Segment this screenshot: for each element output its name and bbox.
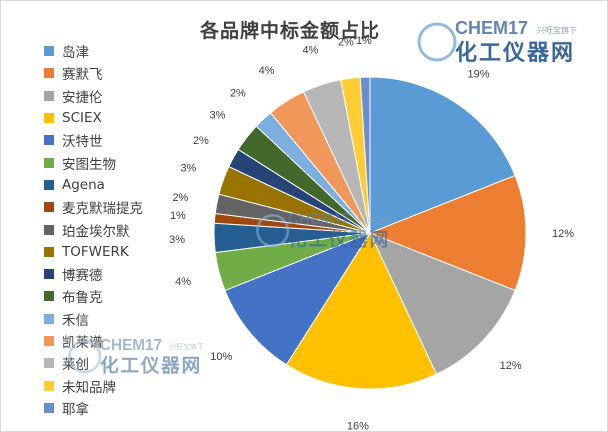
data-label: 4% <box>302 44 318 56</box>
pie-slice <box>285 231 438 390</box>
data-label: 16% <box>347 421 369 432</box>
legend-swatch <box>44 269 54 280</box>
data-label: 3% <box>169 234 185 246</box>
data-label: 12% <box>500 360 522 372</box>
legend-swatch <box>44 90 54 101</box>
watermark-tagline: 兴旺宝旗下 <box>170 342 204 351</box>
globe-icon <box>68 340 102 374</box>
legend-swatch <box>44 135 54 146</box>
legend-swatch <box>44 336 54 346</box>
data-label: 19% <box>467 68 489 80</box>
legend-swatch <box>44 113 54 124</box>
pie-slice <box>224 231 372 366</box>
chart-legend: 岛津赛默飞安捷伦 SCIEX 沃特世安图生物 Agena 麦克默瑞提克 珀金埃尔默 TOFW… <box>44 40 143 419</box>
chart-title: 各品牌中标金额占比 <box>200 20 381 42</box>
data-label: 2% <box>230 87 246 99</box>
legend-item: 岛津 <box>44 40 143 62</box>
legend-label: SCIEX <box>62 110 102 127</box>
legend-label: 珀金埃尔默 <box>62 223 130 240</box>
legend-label: 耶拿 <box>62 401 89 418</box>
watermark-tagline: 兴旺宝旗下 <box>537 25 577 35</box>
legend-swatch <box>44 246 54 257</box>
data-label: 3% <box>210 110 226 122</box>
legend-item: 耶拿 <box>44 397 143 419</box>
data-label: 12% <box>552 228 574 240</box>
legend-swatch <box>44 202 54 213</box>
legend-label: 禾信 <box>62 312 89 329</box>
legend-item: 莱创 <box>44 352 143 374</box>
legend-label: 莱创 <box>62 357 89 374</box>
watermark-name: 化工仪器网 <box>455 40 575 65</box>
legend-swatch <box>44 291 54 302</box>
pie-slice <box>369 76 516 234</box>
legend-item: 布鲁克 <box>44 285 143 307</box>
legend-label: 岛津 <box>62 45 89 62</box>
legend-item: 赛默飞 <box>44 62 143 84</box>
legend-swatch <box>44 380 54 391</box>
legend-label: 麦克默瑞提克 <box>62 201 143 218</box>
legend-swatch <box>44 224 54 235</box>
watermark-name: 化工仪器网 <box>100 355 202 376</box>
data-label: 2% <box>172 192 188 204</box>
data-label: 1% <box>356 35 372 47</box>
legend-item: SCIEX <box>44 107 143 129</box>
globe-icon <box>417 22 457 62</box>
legend-item: Agena <box>44 174 143 196</box>
legend-label: 布鲁克 <box>62 290 103 307</box>
data-label: 2% <box>193 135 209 147</box>
legend-item: 安捷伦 <box>44 85 143 107</box>
pie-slice <box>368 174 527 292</box>
legend-label: 安图生物 <box>62 156 116 173</box>
globe-icon <box>256 214 290 248</box>
legend-item: TOFWERK <box>44 241 143 263</box>
legend-item: 沃特世 <box>44 129 143 151</box>
watermark-brand: CHEM17 <box>288 211 350 228</box>
watermark-tagline: 兴旺宝旗下 <box>358 216 392 225</box>
pie-slice <box>369 232 516 375</box>
watermark-brand: CHEM17 <box>455 18 528 38</box>
legend-label: 博赛德 <box>62 268 103 285</box>
legend-swatch <box>44 46 54 57</box>
legend-item: 麦克默瑞提克 <box>44 196 143 218</box>
legend-label: 安捷伦 <box>62 89 103 106</box>
legend-item: 博赛德 <box>44 263 143 285</box>
data-label: 2% <box>338 37 354 49</box>
legend-swatch <box>44 157 54 168</box>
legend-item: 未知品牌 <box>44 374 143 396</box>
pie-slice <box>359 76 371 234</box>
legend-item: 安图生物 <box>44 151 143 173</box>
legend-label: 赛默飞 <box>62 67 103 84</box>
watermark-brand: CHEM17 <box>100 337 162 354</box>
data-label: 4% <box>175 276 191 288</box>
legend-item: 珀金埃尔默 <box>44 218 143 240</box>
data-label: 1% <box>170 210 186 222</box>
legend-label: TOFWERK <box>62 243 129 260</box>
legend-label: 未知品牌 <box>62 379 116 396</box>
watermark-name: 化工仪器网 <box>288 229 390 250</box>
legend-swatch <box>44 68 54 79</box>
legend-item: 禾信 <box>44 308 143 330</box>
legend-swatch <box>44 402 54 413</box>
data-label: 3% <box>180 163 196 175</box>
legend-swatch <box>44 358 54 369</box>
legend-label: Agena <box>62 176 105 193</box>
legend-swatch <box>44 179 54 190</box>
data-label: 10% <box>210 351 232 363</box>
data-label: 4% <box>259 65 275 77</box>
legend-label: 沃特世 <box>62 134 103 151</box>
legend-swatch <box>44 313 54 324</box>
